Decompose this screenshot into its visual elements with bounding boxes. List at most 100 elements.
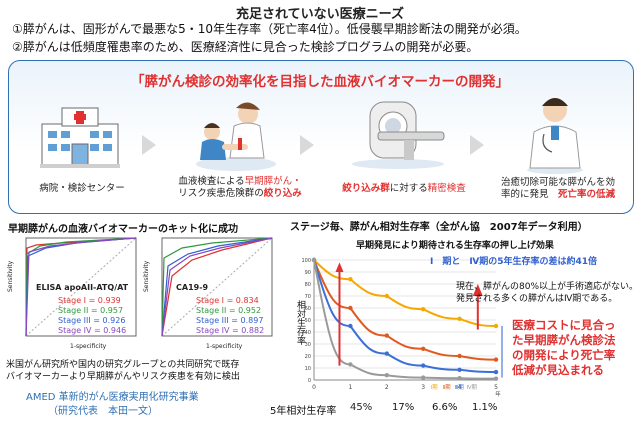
series-point-3 <box>421 363 426 368</box>
roc-chart-elisa: Sensitivity 1-specificity <box>7 237 137 350</box>
step3-text-b: に対する <box>389 183 428 194</box>
roc2-name: CA19-9 <box>176 283 209 292</box>
y-tick-label: 40 <box>305 330 311 336</box>
legend-label-2: Ⅱ期 <box>442 384 451 391</box>
roc2-stage3: Stage III = 0.897 <box>196 316 264 325</box>
blood-test-icon <box>196 102 276 171</box>
callout-line-3: の開発により死亡率 <box>512 347 616 362</box>
roc-chart-ca199: Sensitivity 1-specificity <box>143 237 273 350</box>
roc1-stage2: Stage II = 0.957 <box>58 306 124 315</box>
push-arrow-head <box>472 284 483 296</box>
roc1-stage4: Stage IV = 0.946 <box>58 326 127 335</box>
current-note-2: 発見される多くの膵がんはⅣ期である。 <box>456 294 618 304</box>
series-line-2 <box>313 259 497 361</box>
x-tick-label: 2 <box>385 384 389 391</box>
step1-caption: 病院・検診センター <box>39 183 125 194</box>
amed-line-2: （研究代表 本田一文） <box>48 406 158 417</box>
y-tick-label: 50 <box>305 318 311 324</box>
series-point-3 <box>348 323 353 329</box>
step4-text-a: 治癒切除可能な膵がんを効 <box>500 177 615 188</box>
arrow-1 <box>142 135 156 155</box>
series-point-1 <box>421 307 426 312</box>
arrow-3 <box>470 135 484 155</box>
y-tick-label: 0 <box>308 378 311 384</box>
push-up-label: 早期発見により期待される生存率の押し上げ効果 <box>356 241 554 251</box>
x-tick-label: 5 <box>494 384 498 391</box>
hospital-icon <box>40 107 120 168</box>
series-point-2 <box>493 357 499 362</box>
legend-label-4: Ⅳ期 <box>466 384 477 391</box>
series-point-2 <box>348 305 353 311</box>
step4-text-c: 死亡率の低減 <box>558 188 616 200</box>
x-tick-label: 3 <box>421 384 425 391</box>
series-point-4 <box>384 373 389 378</box>
page-title: 充足されていない医療ニーズ <box>236 7 404 22</box>
y-tick-label: 30 <box>305 342 311 348</box>
y-tick-label: 100 <box>301 258 311 264</box>
roc2-stage2: Stage II = 0.952 <box>196 306 262 315</box>
kit-note-1: 米国がん研究所や国内の研究グループとの共同研究で既存 <box>6 360 240 370</box>
x-tick-label: 4 <box>458 384 462 391</box>
kit-title: 早期膵がんの血液バイオマーカーのキット化に成功 <box>8 224 238 235</box>
roc2-ylabel: Sensitivity <box>143 260 150 292</box>
x-tick-label: 1 <box>348 384 352 391</box>
y-tick-label: 10 <box>305 366 311 372</box>
ct-scanner-icon <box>352 101 445 169</box>
series-point-2 <box>457 353 462 359</box>
step4-text-b: 率的に発見 <box>500 188 558 200</box>
series-point-3 <box>493 369 499 375</box>
cost-callout: 医療コストに見合っ た早期膵がん検診法 の開発により死亡率 低減が見込まれる <box>512 318 616 378</box>
five-year-row-label: 5年相対生存率 <box>270 406 337 417</box>
roc1-xlabel: 1-specificity <box>70 343 107 350</box>
step2-text-b: 早期膵がん・ <box>244 176 302 187</box>
doctor-icon <box>527 98 583 174</box>
legend-label-3: Ⅲ期 <box>454 384 464 391</box>
legend-label-1: Ⅰ期 <box>430 384 438 391</box>
x-tick-label: 0 <box>312 384 316 391</box>
need-1: ①膵がんは、固形がんで最悪な5・10年生存率（死亡率4位）。低侵襲早期診断法の開… <box>12 22 527 36</box>
series-point-1 <box>384 293 389 299</box>
five-year-stage4: 1.1% <box>472 402 498 413</box>
survival-ylabel: 相対生存率 <box>295 300 305 345</box>
series-point-4 <box>493 376 499 381</box>
step4-caption: 治癒切除可能な膵がんを効 率的に発見 死亡率の低減 <box>484 177 632 201</box>
series-point-1 <box>348 277 353 282</box>
series-point-4 <box>311 257 317 263</box>
step2-text-a: 血液検査による <box>178 176 245 187</box>
y-tick-label: 70 <box>305 294 311 300</box>
step3-text-c: 精密検査 <box>427 183 466 194</box>
roc1-stage1: Stage I = 0.939 <box>58 296 121 305</box>
step2-caption: 血液検査による早期膵がん・ リスク疾患危険群の絞り込み <box>164 176 316 200</box>
series-point-3 <box>384 351 389 356</box>
roc1-name: ELISA apoAII-ATQ/AT <box>36 283 129 292</box>
kit-note-2: バイオマーカーより早期膵がんやリスク疾患を有効に検出 <box>6 372 240 382</box>
series-point-4 <box>421 375 426 380</box>
step2-text-d: 絞り込み <box>263 187 302 199</box>
step3-caption: 絞り込み群に対する精密検査 <box>334 183 474 195</box>
series-line-1 <box>313 259 497 327</box>
roc2-stage1: Stage I = 0.834 <box>196 296 259 305</box>
y-tick-label: 20 <box>305 354 311 360</box>
amed-line-1: AMED 革新的がん医療実用化研究事業 <box>26 392 199 403</box>
callout-line-4: 低減が見込まれる <box>512 362 604 377</box>
stage-diff-label: Ⅰ 期と Ⅳ期の5年生存率の差は約41倍 <box>430 257 598 267</box>
y-tick-label: 90 <box>305 270 311 276</box>
five-year-stage2: 17% <box>392 402 415 413</box>
survival-title: ステージ毎、膵がん相対生存率（全がん協 2007年データ利用） <box>290 222 588 233</box>
need-2: ②膵がんは低頻度罹患率のため、医療経済性に見合った検診プログラムの開発が必要。 <box>12 40 479 54</box>
arrow-2 <box>300 135 314 155</box>
y-tick-label: 80 <box>305 282 311 288</box>
series-point-2 <box>421 346 426 351</box>
roc2-stage4: Stage IV = 0.882 <box>196 326 265 335</box>
callout-line-2: た早期膵がん検診法 <box>512 332 616 347</box>
push-arrow-left-head <box>335 262 344 272</box>
series-point-3 <box>457 367 462 372</box>
callout-line-1: 医療コストに見合っ <box>512 318 616 332</box>
x-unit-label: 年 <box>495 390 501 398</box>
series-point-4 <box>348 362 353 367</box>
series-point-1 <box>493 323 499 329</box>
five-year-stage1: 45% <box>350 402 373 413</box>
step3-text-a: 絞り込み群 <box>342 183 390 194</box>
current-note-1: 現在、膵がんの80%以上が手術適応がない。 <box>456 282 639 292</box>
